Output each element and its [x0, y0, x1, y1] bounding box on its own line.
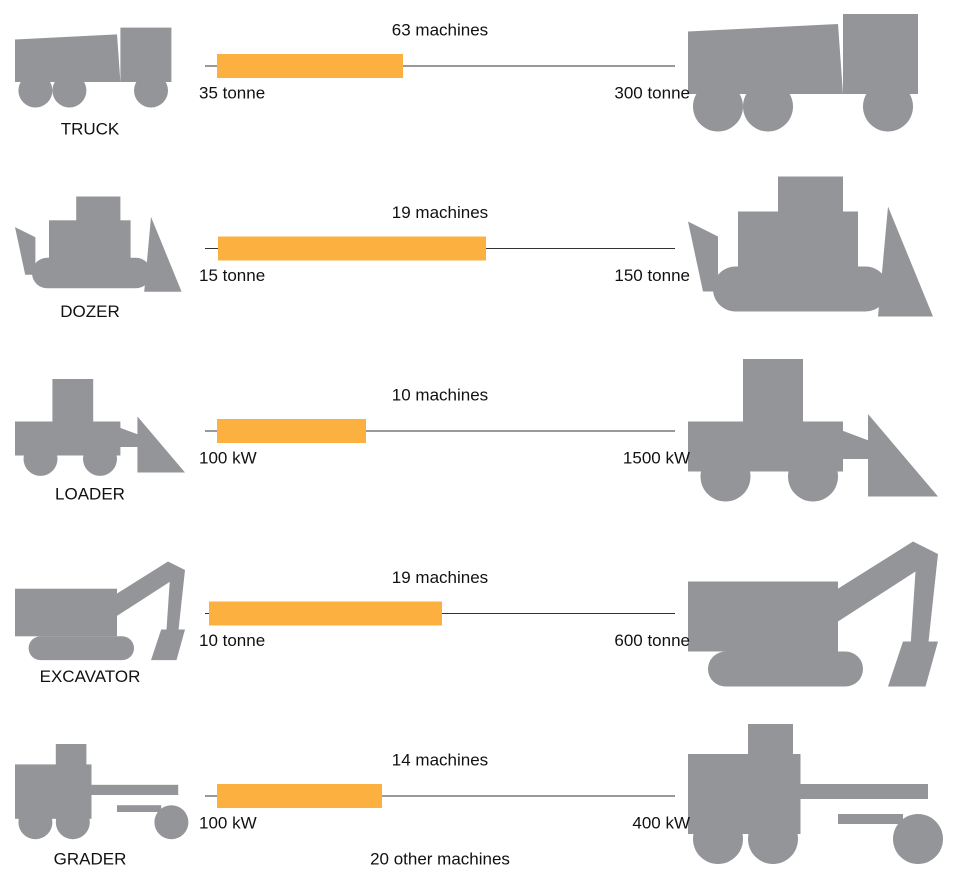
blade [878, 206, 933, 317]
bucket [137, 416, 185, 473]
wheel [700, 451, 751, 502]
blade [838, 814, 903, 824]
large-machine-icon [688, 359, 938, 502]
range-min: 10 tonne [199, 631, 265, 650]
cab [76, 196, 121, 224]
range-max: 600 tonne [614, 631, 690, 650]
wheel [83, 441, 117, 476]
body [49, 220, 131, 262]
small-machine-icon [15, 196, 182, 292]
ripper [688, 221, 718, 292]
tracks [708, 651, 863, 687]
range-bar [218, 236, 486, 261]
tracks [713, 266, 888, 312]
wheel [154, 805, 189, 840]
tracks [28, 636, 135, 661]
truck-cab [843, 14, 918, 94]
range-max: 150 tonne [614, 266, 690, 285]
cab [743, 359, 803, 424]
machine-count: 14 machines [392, 750, 488, 769]
machine-name: GRADER [54, 849, 127, 868]
small-machine-icon [15, 744, 189, 840]
range-min: 35 tonne [199, 83, 265, 102]
wheel [788, 451, 838, 502]
large-machine-icon [688, 541, 938, 687]
ripper [15, 227, 36, 275]
wheel [693, 81, 743, 132]
wheel [748, 814, 798, 864]
machine-count: 63 machines [392, 20, 488, 39]
wheel [693, 814, 743, 864]
blade [117, 805, 162, 812]
range-max: 400 kW [632, 813, 690, 832]
small-machine-icon [15, 379, 185, 476]
wheel [893, 814, 943, 864]
truck-body [688, 24, 843, 94]
large-machine-icon [688, 724, 943, 864]
wheel [23, 441, 58, 476]
cab [52, 379, 94, 424]
wheel [52, 73, 87, 108]
boom [825, 541, 938, 647]
range-bar [217, 784, 382, 808]
large-machine-icon [688, 176, 933, 317]
wheel [18, 805, 53, 840]
small-machine-icon [15, 561, 185, 661]
bucket [151, 629, 185, 661]
body [738, 211, 858, 272]
cab [748, 724, 793, 779]
arm [117, 426, 145, 447]
wheel [743, 81, 793, 132]
tracks [32, 257, 151, 289]
body [688, 581, 838, 652]
range-max: 1500 kW [623, 448, 690, 467]
bucket [888, 641, 938, 687]
boom [108, 561, 185, 633]
large-machine-icon [688, 14, 918, 132]
bucket [868, 414, 938, 497]
machine-name: EXCAVATOR [40, 667, 141, 686]
range-min: 100 kW [199, 448, 257, 467]
frame [83, 784, 179, 795]
small-machine-icon [15, 27, 172, 108]
range-bar [217, 419, 366, 443]
wheel [863, 81, 913, 132]
range-bar [209, 601, 442, 626]
machine-count: 19 machines [392, 203, 488, 222]
range-max: 300 tonne [614, 83, 690, 102]
truck-cab [120, 27, 172, 83]
blade [144, 216, 182, 292]
frame [788, 784, 928, 799]
wheel [18, 73, 53, 108]
machine-count: 10 machines [392, 385, 488, 404]
machine-name: DOZER [60, 302, 120, 321]
machine-name: LOADER [55, 484, 125, 503]
wheel [134, 73, 168, 108]
range-min: 15 tonne [199, 266, 265, 285]
machine-name: TRUCK [61, 119, 120, 138]
range-min: 100 kW [199, 813, 257, 832]
wheel [55, 805, 90, 840]
cab [778, 176, 843, 217]
truck-body [15, 34, 121, 82]
cab [55, 744, 87, 782]
body [15, 588, 117, 637]
footer-note: 20 other machines [370, 849, 510, 868]
machine-count: 19 machines [392, 568, 488, 587]
range-bar [217, 54, 403, 78]
